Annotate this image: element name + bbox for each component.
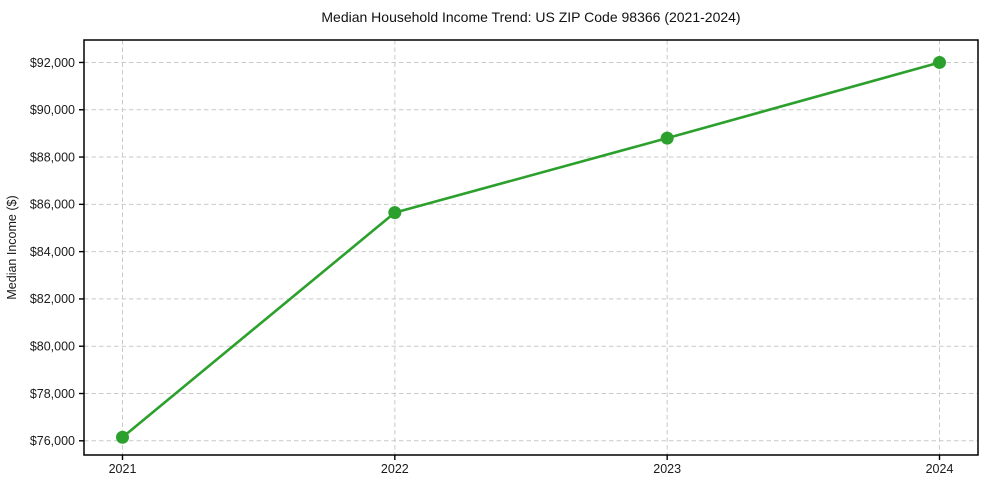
y-tick-label: $84,000 [30,245,75,259]
y-tick-label: $82,000 [30,292,75,306]
data-point [660,131,674,145]
trend-line [121,61,941,439]
y-tick-label: $90,000 [30,103,75,117]
y-tick-label: $92,000 [30,56,75,70]
x-tick-label: 2024 [926,462,954,476]
y-tick-label: $86,000 [30,198,75,212]
x-tick-label: 2023 [653,462,681,476]
data-point [388,206,402,220]
x-tick-label: 2022 [381,462,409,476]
data-point [116,430,129,444]
y-tick-label: $76,000 [30,434,75,448]
plot-border [83,39,979,456]
data-point [933,55,946,69]
y-axis-label: Median Income ($) [5,195,19,299]
y-tick-label: $78,000 [30,387,75,401]
chart-title: Median Household Income Trend: US ZIP Co… [321,9,741,25]
x-tick-label: 2021 [109,462,137,476]
y-tick-label: $80,000 [30,340,75,354]
y-tick-label: $88,000 [30,150,75,164]
